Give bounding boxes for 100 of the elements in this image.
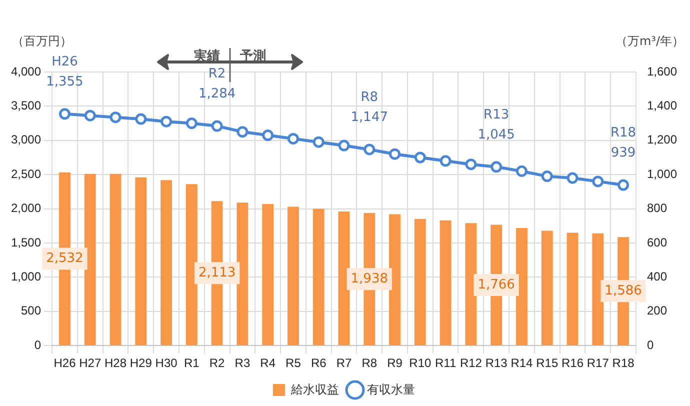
x-tick-label: R12	[460, 356, 482, 370]
x-tick-label: R13	[485, 356, 508, 370]
bar	[236, 202, 248, 346]
annotation: R13	[484, 107, 510, 122]
x-tick-label: R11	[434, 356, 456, 370]
point	[364, 144, 376, 156]
point	[211, 120, 223, 132]
bar	[541, 230, 553, 346]
y-tick-label: 1,500	[11, 235, 42, 250]
x-tick-label: H28	[104, 356, 127, 370]
point	[440, 155, 452, 167]
bar	[135, 177, 147, 346]
data-label: 1,586	[604, 283, 642, 298]
bar	[440, 220, 452, 346]
bar	[262, 204, 274, 346]
y-tick-label: 0	[34, 338, 42, 352]
y-tick-label: 4,000	[11, 64, 42, 78]
bar	[288, 206, 299, 346]
x-tick-label: H29	[130, 356, 152, 370]
y-tick-label: 3,000	[11, 132, 42, 147]
y2-tick-label: 200	[646, 304, 668, 318]
y2-tick-label: 600	[646, 235, 668, 250]
y-tick-label: 2,500	[11, 166, 42, 181]
point	[566, 172, 578, 184]
data-label: 1,938	[350, 271, 388, 286]
point	[262, 130, 274, 142]
x-tick-label: R2	[209, 356, 226, 370]
y-tick-label: 1,000	[11, 270, 42, 284]
x-tick-label: H26	[54, 356, 76, 370]
y-tick-label: 500	[21, 304, 42, 318]
point	[490, 161, 502, 173]
bar	[566, 232, 578, 346]
annotation: R2	[208, 66, 226, 82]
annotation: R18	[610, 125, 636, 140]
x-tick-label: R15	[536, 356, 558, 370]
point	[58, 108, 70, 120]
bar	[338, 212, 350, 346]
point	[84, 110, 96, 122]
bar	[186, 184, 198, 346]
point	[312, 136, 324, 148]
annotation: R8	[360, 90, 378, 105]
y2-tick-label: 400	[646, 270, 668, 284]
y2-tick-label: 0	[646, 338, 654, 352]
point	[287, 132, 299, 144]
x-tick-label: R16	[561, 356, 584, 370]
data-label: 1,284	[198, 86, 236, 102]
bar	[592, 233, 604, 346]
y2-tick-label: 800	[646, 201, 668, 216]
bar	[160, 180, 172, 346]
point	[186, 118, 198, 130]
data-label: 2,113	[198, 265, 236, 280]
point	[236, 126, 248, 138]
point	[592, 176, 604, 188]
point	[135, 113, 147, 125]
point	[465, 158, 477, 170]
data-label: 1,766	[478, 277, 515, 292]
data-label: 1,147	[350, 110, 388, 125]
x-tick-label: R18	[612, 356, 635, 370]
x-tick-label: H30	[155, 356, 178, 370]
bar	[110, 174, 122, 346]
x-tick-label: R9	[387, 356, 403, 370]
data-label: 1,355	[46, 74, 84, 90]
x-tick-label: R6	[310, 356, 327, 370]
x-tick-label: R1	[184, 356, 200, 370]
y2-tick-label: 1,200	[646, 132, 678, 147]
legend-label: 有収水量	[367, 382, 415, 396]
x-tick-label: R10	[409, 356, 432, 370]
point	[516, 165, 528, 177]
y2-tick-label: 1,600	[646, 64, 678, 78]
bar	[465, 223, 477, 346]
y-tick-label: 2,000	[11, 201, 42, 216]
x-tick-label: R4	[260, 356, 276, 370]
point	[338, 140, 350, 152]
point	[160, 116, 172, 128]
x-tick-label: R8	[362, 356, 378, 370]
x-tick-label: R17	[586, 356, 610, 370]
point	[110, 112, 122, 124]
data-label: 1,045	[478, 127, 515, 142]
bar	[312, 208, 324, 346]
bar	[389, 214, 400, 346]
x-tick-label: R14	[510, 356, 534, 370]
point	[618, 179, 630, 191]
y-axis-title: （百万円）	[12, 34, 72, 48]
x-tick-label: R7	[336, 356, 352, 370]
data-label: 2,532	[46, 251, 84, 266]
bar	[414, 219, 426, 346]
data-label: 939	[610, 145, 636, 160]
y2-tick-label: 1,000	[646, 166, 678, 181]
bar	[516, 228, 528, 346]
x-tick-label: R5	[286, 356, 302, 370]
y-tick-label: 3,500	[11, 98, 42, 113]
x-tick-label: H27	[79, 356, 102, 370]
y2-axis-title: （万m³/年）	[615, 34, 684, 48]
legend-label: 給水収益	[290, 382, 339, 396]
bar	[84, 174, 96, 346]
y2-tick-label: 1,400	[646, 98, 678, 113]
x-tick-label: R3	[234, 356, 250, 370]
point	[414, 152, 426, 164]
point	[541, 170, 553, 182]
point	[389, 148, 401, 160]
